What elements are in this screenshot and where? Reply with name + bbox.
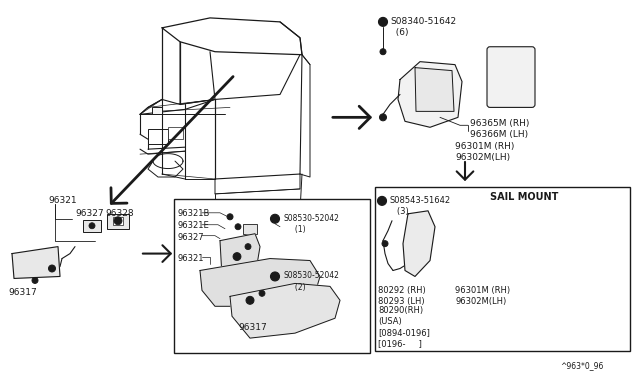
Text: S: S [380, 198, 384, 204]
FancyBboxPatch shape [487, 47, 535, 108]
Circle shape [235, 224, 241, 230]
Text: 96327: 96327 [178, 233, 205, 242]
Text: S: S [273, 216, 276, 221]
Text: 96327: 96327 [75, 209, 104, 218]
Text: 96321B: 96321B [178, 209, 211, 218]
Circle shape [233, 253, 241, 260]
Text: 96365M (RH)
96366M (LH): 96365M (RH) 96366M (LH) [470, 119, 529, 140]
Text: 96321: 96321 [48, 196, 77, 205]
Circle shape [246, 296, 254, 304]
Bar [375, 187, 630, 351]
Circle shape [378, 17, 387, 26]
Text: S: S [381, 19, 385, 25]
Circle shape [378, 196, 387, 205]
Bar [174, 199, 370, 353]
Text: 96301M (RH)
96302M(LH): 96301M (RH) 96302M(LH) [455, 142, 515, 162]
Text: 96321: 96321 [178, 254, 205, 263]
Circle shape [227, 214, 233, 220]
Polygon shape [415, 68, 454, 111]
FancyBboxPatch shape [447, 206, 528, 279]
Text: 96317: 96317 [8, 288, 36, 297]
Text: S: S [273, 274, 276, 279]
Text: 96317: 96317 [238, 323, 267, 332]
Circle shape [114, 217, 122, 225]
Circle shape [32, 278, 38, 283]
Polygon shape [12, 247, 60, 278]
Polygon shape [398, 62, 462, 127]
Circle shape [382, 241, 388, 247]
Text: S08530-52042
     (1): S08530-52042 (1) [283, 214, 339, 234]
Polygon shape [220, 234, 260, 278]
Bar [148, 129, 168, 144]
Text: ^963*0_96: ^963*0_96 [560, 361, 604, 370]
Circle shape [380, 114, 387, 121]
Bar [107, 214, 129, 229]
Text: 80292 (RH)
80293 (LH): 80292 (RH) 80293 (LH) [378, 286, 426, 307]
Circle shape [49, 265, 56, 272]
Polygon shape [200, 259, 320, 306]
Text: 80290(RH)
(USA)
[0894-0196]
[0196-     ]: 80290(RH) (USA) [0894-0196] [0196- ] [378, 306, 430, 349]
Text: S08530-52042
     (2): S08530-52042 (2) [283, 272, 339, 292]
Circle shape [271, 214, 280, 223]
Text: SAIL MOUNT: SAIL MOUNT [490, 192, 558, 202]
Bar [83, 220, 101, 232]
Bar [168, 127, 183, 139]
Circle shape [89, 223, 95, 229]
Circle shape [259, 291, 265, 296]
Bar [243, 224, 257, 234]
Text: 96328: 96328 [105, 209, 134, 218]
Text: S08543-51642
   (3): S08543-51642 (3) [389, 196, 450, 216]
Polygon shape [403, 211, 435, 276]
Circle shape [380, 49, 386, 55]
Bar [113, 217, 123, 225]
Polygon shape [230, 283, 340, 338]
Bar [152, 108, 162, 114]
Text: 96301M (RH)
96302M(LH): 96301M (RH) 96302M(LH) [455, 286, 510, 307]
Circle shape [271, 272, 280, 281]
Text: 96321E: 96321E [178, 221, 210, 230]
Circle shape [245, 244, 251, 250]
FancyBboxPatch shape [323, 282, 367, 323]
Text: S08340-51642
  (6): S08340-51642 (6) [390, 17, 456, 37]
